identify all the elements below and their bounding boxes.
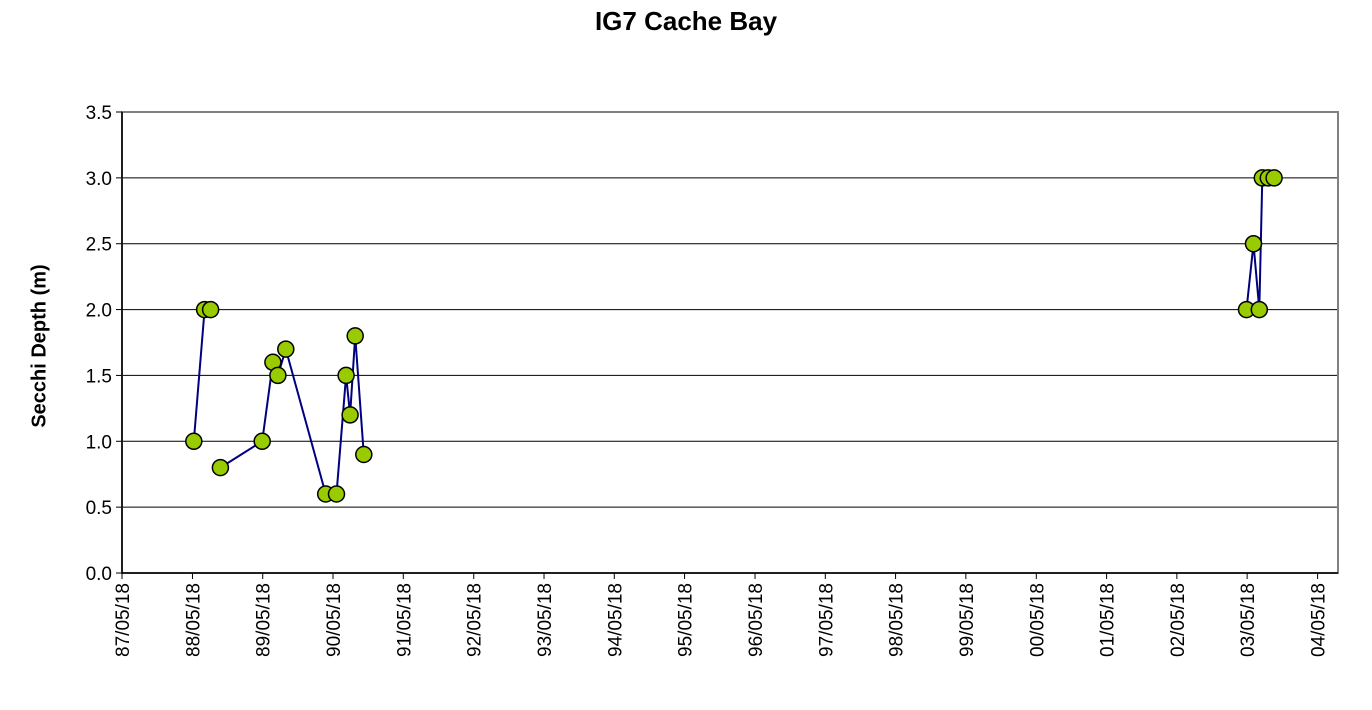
x-tick-label: 91/05/18 [394,583,415,657]
data-point [355,445,373,464]
data-point [277,340,295,358]
data-point [185,432,203,451]
x-tick-label: 03/05/18 [1238,583,1259,657]
x-tick-label: 88/05/18 [183,583,204,657]
plot-frame [121,111,1339,574]
y-tick-label: 1.0 [86,432,112,453]
x-tick-label: 90/05/18 [324,583,345,657]
data-point [253,432,271,451]
grid-lines [122,177,1338,508]
y-tick-label: 0.0 [86,564,112,585]
x-tick-label: 95/05/18 [676,583,697,657]
y-tick-label: 2.5 [86,235,112,256]
y-tick-label: 2.0 [86,301,112,322]
x-tick-label: 00/05/18 [1027,583,1048,657]
data-point [1244,234,1263,253]
data-series [185,169,1283,503]
y-tick-label: 3.0 [86,169,112,190]
x-tick-label: 94/05/18 [605,583,626,657]
data-point [211,458,230,477]
data-point [201,300,220,319]
x-tick-label: 01/05/18 [1098,583,1119,657]
data-point [337,366,355,385]
y-tick-label: 3.5 [86,103,112,124]
y-tick-label: 1.5 [86,366,112,387]
chart-title: IG7 Cache Bay [594,6,778,36]
axes [116,111,1338,579]
data-point [327,485,346,503]
x-tick-label: 04/05/18 [1309,583,1330,657]
tick-labels: 0.0 0.5 1.0 1.5 2.0 2.5 3.0 3.5 87/05/18 88/05/18… [86,103,1330,657]
x-tick-label: 98/05/18 [887,583,908,657]
x-tick-label: 99/05/18 [957,583,978,657]
x-tick-label: 02/05/18 [1168,583,1189,657]
y-tick-label: 0.5 [86,498,112,519]
x-tick-label: 89/05/18 [254,583,275,657]
x-tick-label: 87/05/18 [113,583,134,657]
data-point [1265,169,1283,187]
x-tick-label: 97/05/18 [816,583,837,657]
x-tick-label: 96/05/18 [746,583,767,657]
data-point [341,406,359,424]
data-point [1250,300,1269,319]
x-tick-label: 92/05/18 [465,583,486,657]
data-point [346,327,364,345]
x-tick-label: 93/05/18 [535,583,556,657]
data-point [269,366,287,385]
